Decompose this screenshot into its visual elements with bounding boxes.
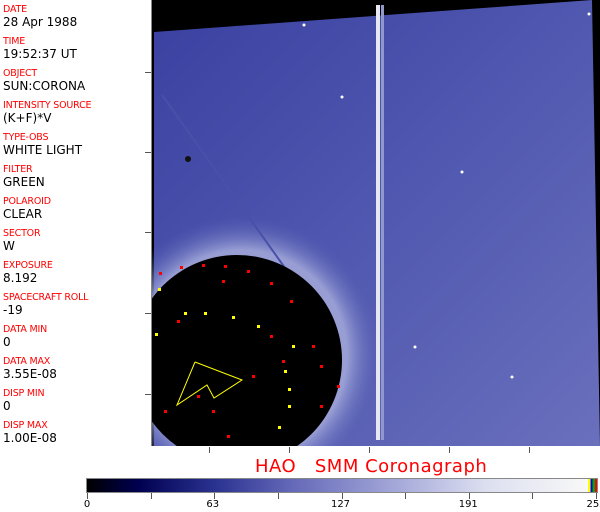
metadata-label: POLAROID — [3, 196, 51, 207]
metadata-value: 28 Apr 1988 — [3, 15, 78, 29]
metadata-field-sector: SECTOR W — [3, 228, 41, 253]
metadata-label: EXPOSURE — [3, 260, 53, 271]
colorbar-tick-label: 127 — [330, 499, 351, 510]
metadata-field-date: DATE 28 Apr 1988 — [3, 4, 77, 29]
metadata-value: (K+F)*V — [3, 111, 52, 125]
metadata-label: SPACECRAFT ROLL — [3, 292, 89, 303]
metadata-label: OBJECT — [3, 68, 38, 79]
axis-tick — [145, 152, 151, 153]
metadata-value: -19 — [3, 303, 23, 317]
red-markers — [159, 264, 340, 438]
metadata-value: 3.55E-08 — [3, 367, 57, 381]
colorbar-tick-label: 255 — [586, 499, 600, 510]
coronagraph-image — [102, 0, 600, 495]
colorbar-tick-label: 63 — [206, 499, 220, 510]
metadata-field-data-min: DATA MIN 0 — [3, 324, 47, 349]
metadata-label: FILTER — [3, 164, 33, 175]
colorbar-tick — [150, 493, 152, 499]
colorbar-tick — [214, 493, 216, 499]
metadata-field-intensity-source: INTENSITY SOURCE (K+F)*V — [3, 100, 92, 125]
colorbar-tick-label: 191 — [458, 499, 478, 510]
occulter-disk — [132, 255, 342, 465]
metadata-panel: DATE 28 Apr 1988 TIME 19:52:37 UT OBJECT SUN:… — [0, 0, 152, 446]
metadata-label: DATA MIN — [3, 324, 47, 335]
metadata-value: CLEAR — [3, 207, 43, 221]
metadata-label: DISP MAX — [3, 420, 48, 431]
pylon-streak-edge — [381, 5, 384, 440]
metadata-value: SUN:CORONA — [3, 79, 86, 93]
colorbar-tick — [341, 493, 343, 499]
star-points — [302, 12, 591, 379]
colorbar-tick — [87, 493, 88, 499]
metadata-value: W — [3, 239, 15, 253]
metadata-label: TYPE-OBS — [3, 132, 49, 143]
colorbar-reserved-colors — [588, 479, 597, 492]
metadata-value: 19:52:37 UT — [3, 47, 77, 61]
plot-title: HAO SMM Coronagraph — [255, 456, 488, 477]
metadata-field-data-max: DATA MAX 3.55E-08 — [3, 356, 57, 381]
colorbar — [86, 478, 598, 493]
metadata-value: GREEN — [3, 175, 45, 189]
coronagraph-image-svg — [102, 0, 600, 495]
metadata-label: DATE — [3, 4, 27, 15]
metadata-value: 8.192 — [3, 271, 38, 285]
colorbar-tick-label: 0 — [83, 499, 91, 510]
axis-tick — [289, 447, 290, 453]
metadata-field-type-obs: TYPE-OBS WHITE LIGHT — [3, 132, 82, 157]
metadata-value: 0 — [3, 335, 11, 349]
metadata-label: DISP MIN — [3, 388, 45, 399]
metadata-value: 1.00E-08 — [3, 431, 57, 445]
colorbar-tick — [405, 493, 407, 499]
metadata-field-polaroid: POLAROID CLEAR — [3, 196, 51, 221]
colorbar-tick — [596, 493, 597, 499]
metadata-field-object: OBJECT SUN:CORONA — [3, 68, 85, 93]
metadata-field-disp-min: DISP MIN 0 — [3, 388, 45, 413]
outline-shape — [175, 361, 244, 407]
axis-tick — [449, 447, 450, 453]
metadata-value: 0 — [3, 399, 11, 413]
metadata-value: WHITE LIGHT — [3, 143, 83, 157]
metadata-label: TIME — [3, 36, 26, 47]
metadata-field-disp-max: DISP MAX 1.00E-08 — [3, 420, 57, 445]
metadata-field-exposure: EXPOSURE 8.192 — [3, 260, 53, 285]
axis-tick — [145, 394, 151, 395]
metadata-field-filter: FILTER GREEN — [3, 164, 45, 189]
axis-tick — [209, 447, 210, 453]
axis-tick — [145, 72, 151, 73]
colorbar-tick — [468, 493, 470, 499]
metadata-field-time: TIME 19:52:37 UT — [3, 36, 77, 61]
axis-tick — [529, 447, 530, 453]
axis-tick — [145, 313, 151, 314]
axis-tick — [145, 232, 151, 233]
dark-spot — [185, 156, 191, 162]
colorbar-tick — [532, 493, 534, 499]
axis-tick — [369, 447, 370, 453]
yellow-markers — [155, 288, 295, 429]
pylon-streak — [376, 5, 380, 440]
colorbar-tick — [277, 493, 279, 499]
metadata-field-spacecraft-roll: SPACECRAFT ROLL -19 — [3, 292, 88, 317]
metadata-label: SECTOR — [3, 228, 41, 239]
metadata-label: INTENSITY SOURCE — [3, 100, 92, 111]
metadata-label: DATA MAX — [3, 356, 51, 367]
